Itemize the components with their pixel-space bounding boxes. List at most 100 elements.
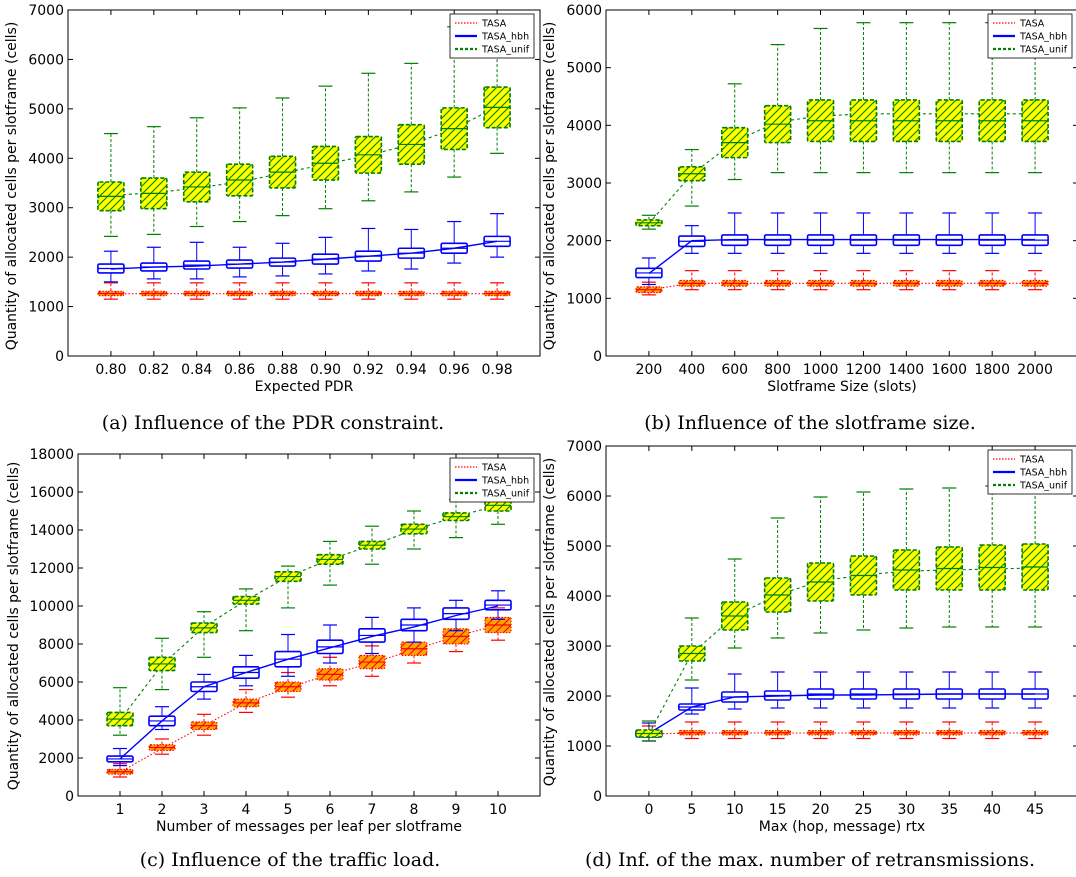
y-tick-label: 4000 (566, 589, 602, 605)
y-tick-label: 4000 (28, 151, 64, 167)
chart-panel-3: 0 2000 4000 6000 8000 10000 12000 14000 16000 180… (6, 447, 541, 871)
x-tick-label: 200 (636, 362, 663, 378)
x-tick-label: 600 (721, 362, 748, 378)
legend-label-hbh: TASA_hbh (481, 476, 529, 487)
x-tick-label: 10 (726, 802, 744, 818)
x-tick-label: 2000 (1017, 362, 1053, 378)
x-tick-label: 0.94 (396, 362, 427, 378)
x-tick-label: 9 (452, 802, 461, 818)
panel-caption: (c) Influence of the traffic load. (140, 849, 441, 871)
x-axis-label: Expected PDR (255, 379, 354, 395)
x-tick-label: 1000 (803, 362, 839, 378)
series-unif (635, 482, 1049, 742)
y-tick-label: 0 (593, 789, 602, 805)
x-tick-label: 1 (116, 802, 125, 818)
y-tick-label: 1000 (566, 291, 602, 307)
plot-frame (67, 9, 541, 357)
y-axis-label: Quantity of allocated cells per slotfram… (6, 462, 22, 791)
y-tick-label: 0 (593, 349, 602, 365)
series-tasa (635, 270, 1049, 296)
y-tick-label: 18000 (29, 447, 74, 463)
y-tick-label: 0 (55, 349, 64, 365)
legend-label-tasa: TASA (1019, 19, 1045, 30)
x-axis-label: Slotframe Size (slots) (767, 379, 916, 395)
x-tick-label: 6 (326, 802, 335, 818)
legend-label-unif: TASA_unif (481, 45, 530, 56)
series-unif (635, 22, 1049, 230)
legend-label-hbh: TASA_hbh (481, 32, 529, 43)
y-tick-label: 0 (65, 789, 74, 805)
y-tick-label: 5000 (28, 102, 64, 118)
y-tick-label: 2000 (38, 751, 74, 767)
y-axis-label: Quantity of allocated cells per slotfram… (4, 22, 20, 351)
y-axis-label: Quantity of allocated cells per slotfram… (542, 22, 558, 351)
x-tick-label: 400 (678, 362, 705, 378)
x-tick-label: 2 (158, 802, 167, 818)
x-tick-label: 15 (769, 802, 787, 818)
legend: TASA TASA_hbh TASA_unif (987, 13, 1073, 59)
y-tick-label: 4000 (566, 118, 602, 134)
x-tick-label: 25 (855, 802, 873, 818)
y-tick-label: 1000 (566, 739, 602, 755)
chart-panel-4: 0 1000 2000 3000 4000 5000 6000 7000 0 5 10 15 20 25 3… (542, 439, 1076, 871)
y-tick-label: 2000 (566, 234, 602, 250)
mean-line (119, 624, 499, 773)
x-tick-label: 0.82 (138, 362, 169, 378)
x-tick-label: 0.92 (353, 362, 384, 378)
chart-panel-2: 0 1000 2000 3000 4000 5000 6000 200 400 600 800 100… (542, 3, 1076, 434)
x-tick-label: 8 (410, 802, 419, 818)
y-tick-label: 10000 (29, 599, 74, 615)
y-tick-label: 14000 (29, 523, 74, 539)
mean-line (648, 732, 1036, 735)
x-tick-label: 0.98 (482, 362, 513, 378)
y-tick-label: 6000 (38, 675, 74, 691)
y-tick-label: 2000 (28, 250, 64, 266)
y-tick-label: 5000 (566, 539, 602, 555)
panel-caption: (b) Influence of the slotframe size. (644, 412, 976, 434)
y-tick-label: 6000 (28, 52, 64, 68)
legend: TASA TASA_hbh TASA_unif (449, 13, 535, 59)
x-tick-label: 0.90 (310, 362, 341, 378)
x-axis-label: Number of messages per leaf per slotfram… (156, 819, 462, 835)
legend-label-unif: TASA_unif (1019, 481, 1068, 492)
x-tick-label: 0.88 (267, 362, 298, 378)
y-tick-label: 16000 (29, 485, 74, 501)
series-tasa (106, 607, 512, 778)
y-tick-label: 7000 (28, 3, 64, 19)
legend: TASA TASA_hbh TASA_unif (987, 449, 1073, 495)
legend: TASA TASA_hbh TASA_unif (449, 457, 535, 503)
legend-label-hbh: TASA_hbh (1019, 32, 1067, 43)
y-tick-label: 12000 (29, 561, 74, 577)
x-tick-label: 45 (1026, 802, 1044, 818)
x-tick-label: 4 (242, 802, 251, 818)
x-tick-label: 20 (812, 802, 830, 818)
legend-label-hbh: TASA_hbh (1019, 468, 1067, 479)
y-tick-label: 7000 (566, 439, 602, 455)
mean-line (648, 113, 1036, 224)
x-tick-label: 0.96 (439, 362, 470, 378)
x-tick-label: 0 (644, 802, 653, 818)
plot-frame (605, 9, 1076, 357)
x-tick-label: 5 (284, 802, 293, 818)
y-tick-label: 5000 (566, 61, 602, 77)
y-tick-label: 3000 (566, 639, 602, 655)
legend-label-unif: TASA_unif (1019, 45, 1068, 56)
x-tick-label: 0.80 (95, 362, 126, 378)
x-tick-label: 35 (940, 802, 958, 818)
x-axis-label: Max (hop, message) rtx (759, 819, 925, 835)
x-tick-label: 800 (764, 362, 791, 378)
series-unif (106, 483, 512, 736)
x-tick-label: 1200 (846, 362, 882, 378)
y-tick-label: 3000 (28, 201, 64, 217)
x-tick-label: 1400 (889, 362, 925, 378)
y-tick-label: 6000 (566, 3, 602, 19)
plot-frame (605, 445, 1076, 797)
x-tick-label: 0.86 (224, 362, 255, 378)
mean-line (119, 504, 499, 721)
y-tick-label: 8000 (38, 637, 74, 653)
x-tick-label: 3 (200, 802, 209, 818)
mean-line (648, 693, 1036, 735)
plot-frame (77, 453, 541, 797)
x-tick-label: 1600 (931, 362, 967, 378)
